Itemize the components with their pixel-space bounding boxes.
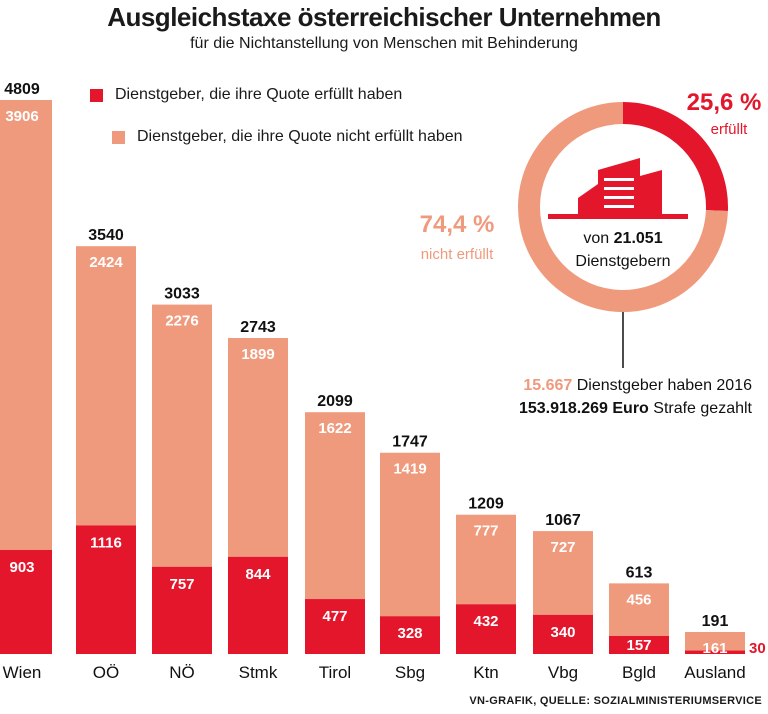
category-label-7: Vbg bbox=[548, 663, 578, 682]
annotation-amount: 153.918.269 Euro bbox=[519, 400, 653, 417]
building-icon-tower bbox=[598, 158, 640, 215]
bar-not-fulfilled-2 bbox=[152, 304, 212, 567]
bar-fulfilled-1 bbox=[76, 525, 136, 654]
legend-swatch-not-fulfilled bbox=[112, 130, 125, 144]
annotation-count: 15.667 bbox=[523, 377, 576, 394]
value-label-fulfilled-2: 757 bbox=[169, 576, 194, 593]
legend: Dienstgeber, die ihre Quote erfüllt habe… bbox=[90, 83, 463, 149]
donut-fulfilled-label: erfüllt bbox=[711, 121, 749, 138]
total-label-8: 613 bbox=[626, 564, 653, 581]
value-label-not-fulfilled-0: 3906 bbox=[5, 108, 38, 125]
legend-label-not-fulfilled: Dienstgeber, die ihre Quote nicht erfüll… bbox=[137, 128, 463, 145]
bar-fulfilled-9 bbox=[685, 650, 745, 654]
value-label-fulfilled-8: 157 bbox=[626, 637, 651, 654]
category-label-0: Wien bbox=[3, 663, 42, 682]
annotation-line2-rest: Strafe gezahlt bbox=[653, 400, 752, 417]
source-credit: VN-GRAFIK, QUELLE: SOZIALMINISTERIUMSERV… bbox=[469, 695, 762, 707]
building-icon-window bbox=[604, 205, 634, 208]
category-label-4: Tirol bbox=[319, 663, 351, 682]
value-label-not-fulfilled-2: 2276 bbox=[165, 313, 198, 330]
value-label-fulfilled-6: 432 bbox=[473, 613, 498, 630]
value-label-fulfilled-4: 477 bbox=[322, 608, 347, 625]
donut-not-fulfilled-pct: 74,4 % bbox=[420, 211, 495, 238]
annotation-line2: 153.918.269 Euro Strafe gezahlt bbox=[519, 400, 753, 417]
chart-title: Ausgleichstaxe österreichischer Unterneh… bbox=[107, 2, 661, 32]
total-label-3: 2743 bbox=[240, 319, 276, 336]
category-label-3: Stmk bbox=[239, 663, 278, 682]
bar-fulfilled-5 bbox=[380, 616, 440, 654]
bar-not-fulfilled-5 bbox=[380, 452, 440, 617]
donut-center-number: 21.051 bbox=[614, 230, 663, 247]
category-label-6: Ktn bbox=[473, 663, 499, 682]
total-label-9: 191 bbox=[702, 613, 729, 630]
annotation-line1: 15.667 Dienstgeber haben 2016 bbox=[523, 377, 752, 394]
donut-not-fulfilled-label: nicht erfüllt bbox=[421, 246, 494, 263]
bar-not-fulfilled-3 bbox=[228, 338, 288, 557]
bar-fulfilled-0 bbox=[0, 549, 52, 654]
bar-fulfilled-4 bbox=[305, 599, 365, 654]
donut-center-line2: Dienstgebern bbox=[575, 253, 670, 270]
donut-center-prefix: von bbox=[583, 230, 613, 247]
building-icon-base bbox=[548, 214, 688, 219]
total-label-4: 2099 bbox=[317, 393, 353, 410]
bar-not-fulfilled-4 bbox=[305, 412, 365, 600]
chart-subtitle: für die Nichtanstellung von Menschen mit… bbox=[190, 35, 578, 52]
category-label-8: Bgld bbox=[622, 663, 656, 682]
value-label-not-fulfilled-3: 1899 bbox=[241, 346, 274, 363]
value-label-fulfilled-9: 30 bbox=[749, 640, 766, 657]
category-label-1: OÖ bbox=[93, 663, 119, 682]
bar-fulfilled-6 bbox=[456, 604, 516, 654]
total-label-5: 1747 bbox=[392, 434, 428, 451]
donut-fulfilled-pct: 25,6 % bbox=[687, 89, 762, 116]
building-icon-window bbox=[604, 178, 634, 181]
value-label-not-fulfilled-5: 1419 bbox=[393, 461, 426, 478]
value-label-fulfilled-0: 903 bbox=[9, 559, 34, 576]
total-label-7: 1067 bbox=[545, 512, 581, 529]
bar-not-fulfilled-9 bbox=[685, 631, 745, 651]
category-label-5: Sbg bbox=[395, 663, 425, 682]
donut-center-line1: von 21.051 bbox=[583, 230, 662, 247]
value-label-not-fulfilled-6: 777 bbox=[473, 523, 498, 540]
building-icon-left bbox=[578, 184, 598, 215]
legend-label-fulfilled: Dienstgeber, die ihre Quote erfüllt habe… bbox=[115, 86, 403, 103]
building-icon-right bbox=[640, 170, 662, 215]
value-label-not-fulfilled-8: 456 bbox=[626, 591, 651, 608]
category-label-9: Ausland bbox=[684, 663, 745, 682]
bar-not-fulfilled-6 bbox=[456, 514, 516, 605]
legend-item-fulfilled: Dienstgeber, die ihre Quote erfüllt habe… bbox=[90, 83, 463, 107]
value-label-fulfilled-3: 844 bbox=[245, 566, 271, 583]
building-icon-window bbox=[604, 187, 634, 190]
bar-fulfilled-7 bbox=[533, 614, 593, 654]
bar-not-fulfilled-1 bbox=[76, 246, 136, 526]
value-label-fulfilled-1: 1116 bbox=[90, 534, 122, 551]
value-label-fulfilled-5: 328 bbox=[397, 625, 422, 642]
value-label-fulfilled-7: 340 bbox=[550, 624, 575, 641]
bar-fulfilled-2 bbox=[152, 566, 212, 654]
total-label-2: 3033 bbox=[164, 286, 200, 303]
total-label-0: 4809 bbox=[4, 81, 40, 98]
annotation-line1-rest: Dienstgeber haben 2016 bbox=[577, 377, 752, 394]
total-label-6: 1209 bbox=[468, 496, 504, 513]
bar-not-fulfilled-0 bbox=[0, 100, 52, 550]
value-label-not-fulfilled-7: 727 bbox=[550, 539, 575, 556]
bar-fulfilled-3 bbox=[228, 556, 288, 654]
legend-item-not-fulfilled: Dienstgeber, die ihre Quote nicht erfüll… bbox=[112, 125, 463, 149]
bar-fulfilled-8 bbox=[609, 635, 669, 654]
value-label-not-fulfilled-4: 1622 bbox=[318, 420, 351, 437]
value-label-not-fulfilled-1: 2424 bbox=[89, 254, 123, 271]
donut-slice-fulfilled bbox=[623, 102, 729, 211]
legend-swatch-fulfilled bbox=[90, 88, 103, 102]
building-icon-window bbox=[604, 196, 634, 199]
bar-not-fulfilled-7 bbox=[533, 531, 593, 615]
bar-not-fulfilled-8 bbox=[609, 583, 669, 636]
category-label-2: NÖ bbox=[169, 663, 195, 682]
total-label-1: 3540 bbox=[88, 227, 124, 244]
value-label-not-fulfilled-9: 161 bbox=[702, 640, 727, 657]
